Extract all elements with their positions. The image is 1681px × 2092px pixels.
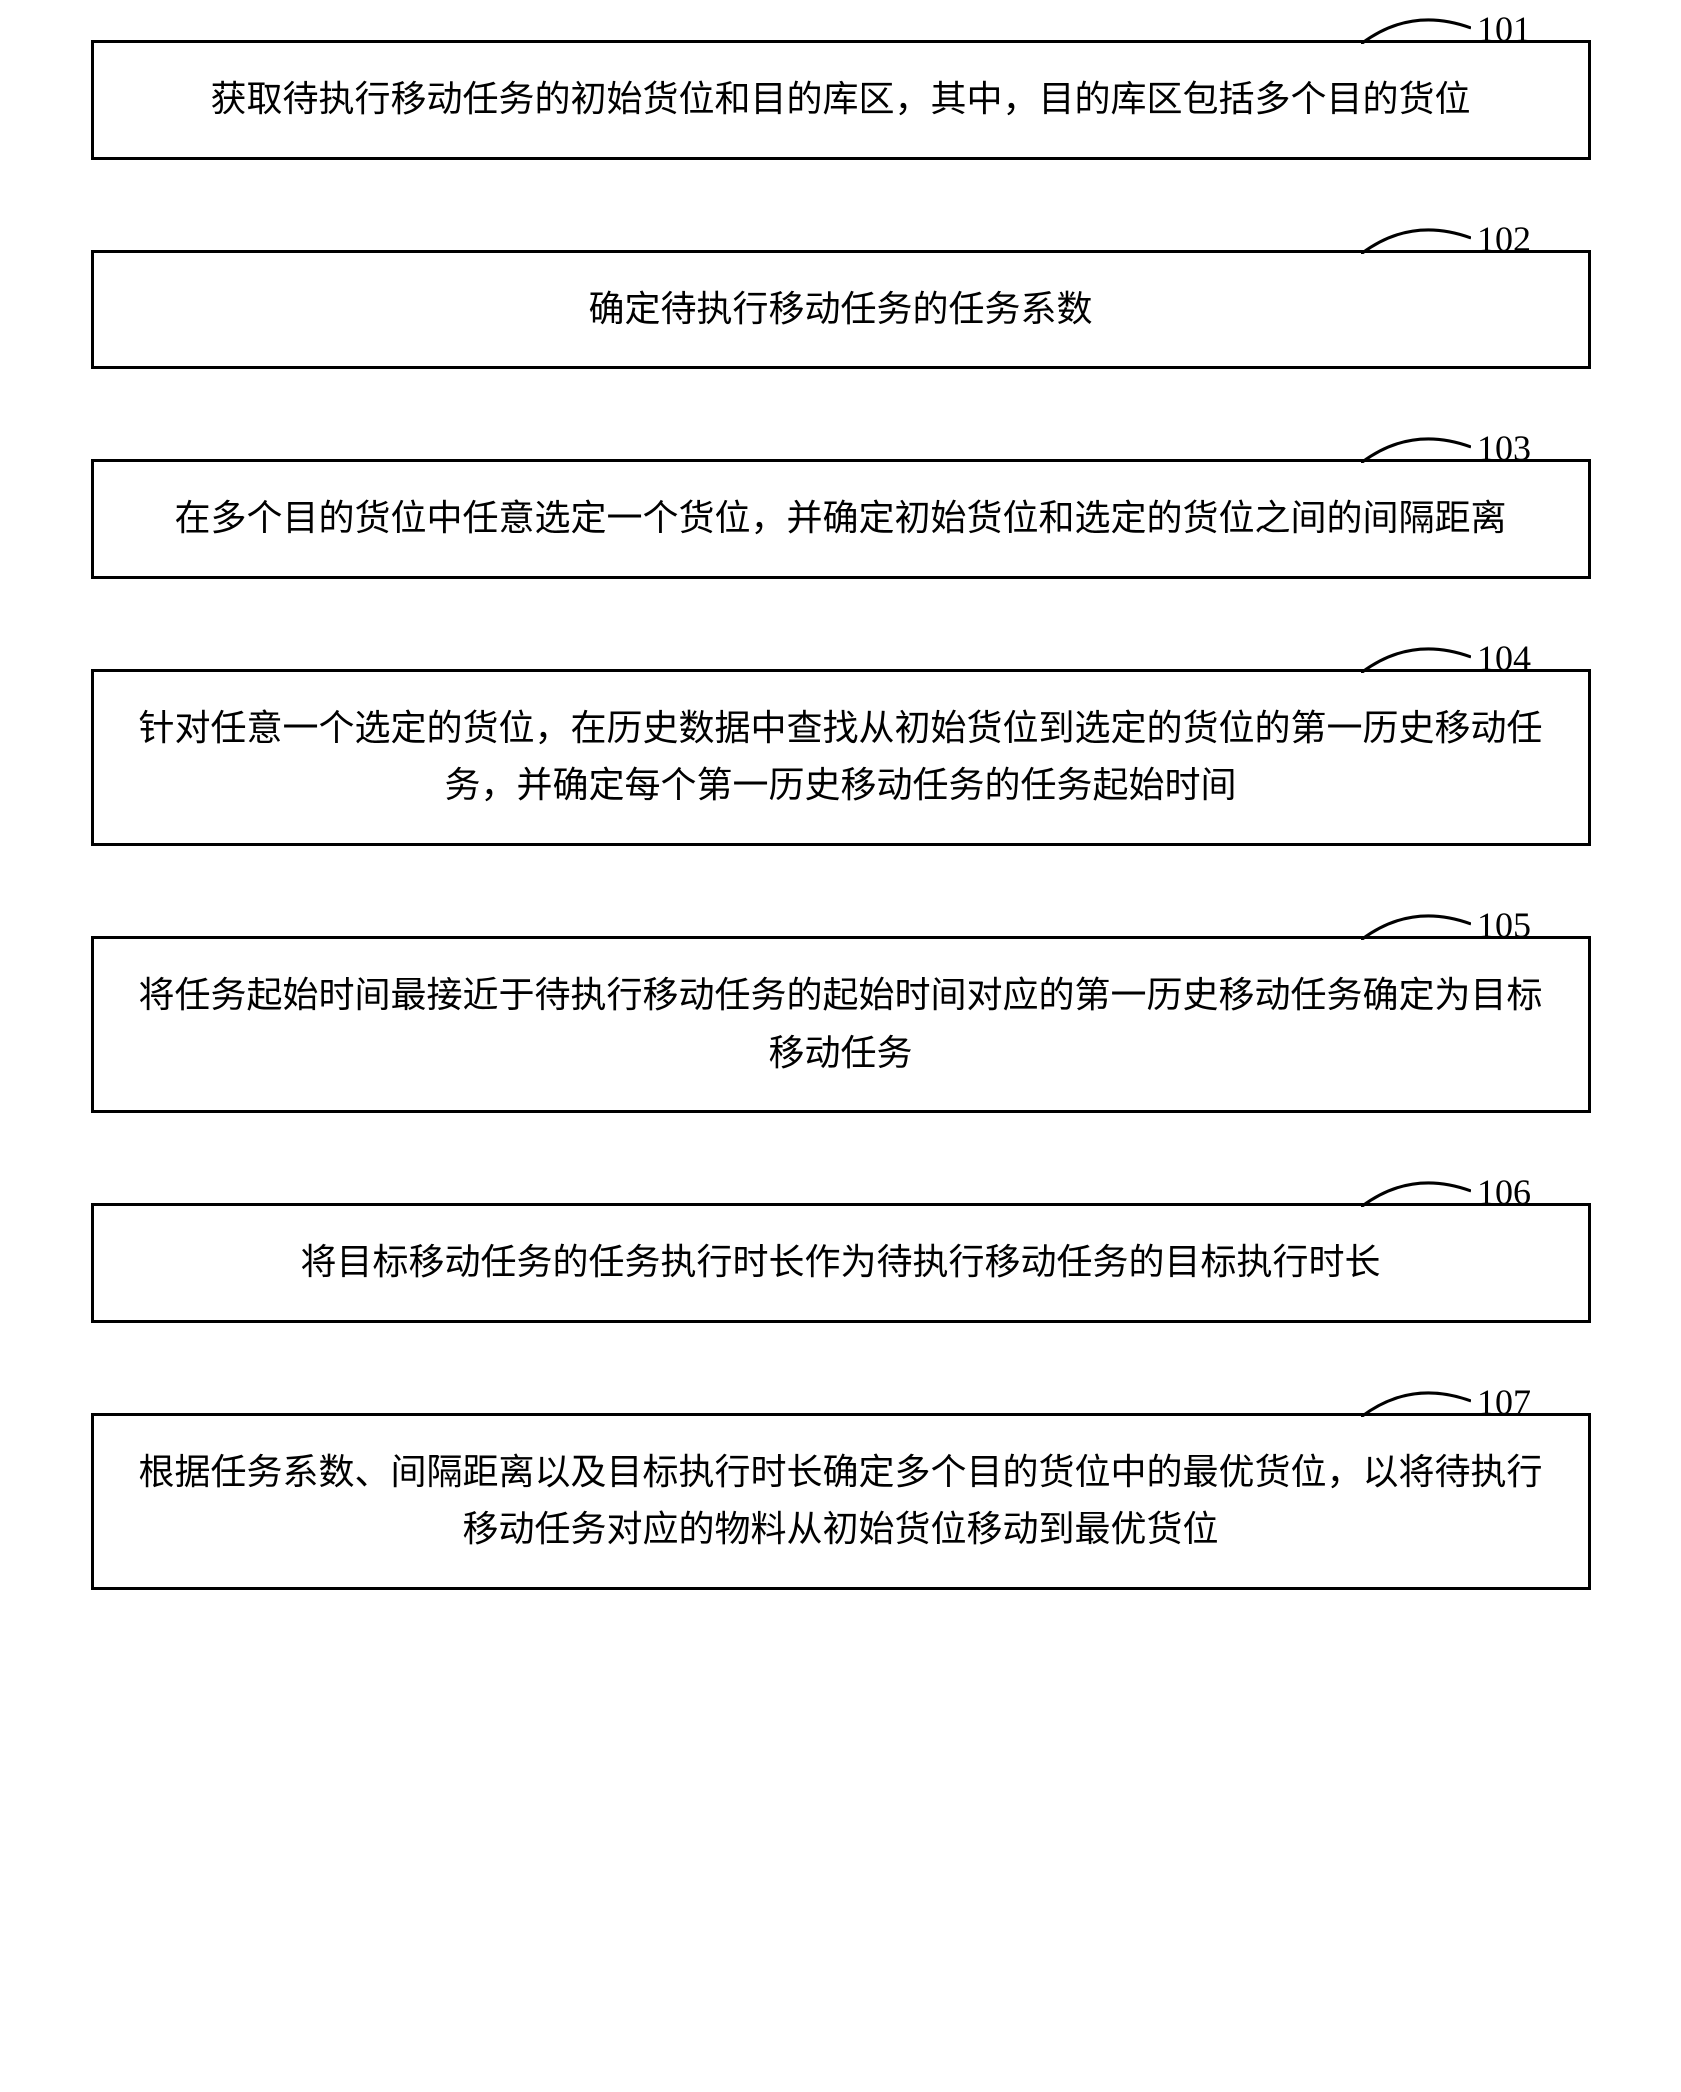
arrow-connector xyxy=(839,1323,843,1413)
step-label: 104 xyxy=(1477,637,1531,679)
step-wrapper-102: 102 确定待执行移动任务的任务系数 xyxy=(60,250,1621,370)
step-box-102: 确定待执行移动任务的任务系数 xyxy=(91,250,1591,370)
label-connector xyxy=(1361,645,1471,673)
step-text: 将目标移动任务的任务执行时长作为待执行移动任务的目标执行时长 xyxy=(300,1242,1380,1282)
step-wrapper-104: 104 针对任意一个选定的货位，在历史数据中查找从初始货位到选定的货位的第一历史… xyxy=(60,669,1621,846)
step-wrapper-101: 101 获取待执行移动任务的初始货位和目的库区，其中，目的库区包括多个目的货位 xyxy=(60,40,1621,160)
step-wrapper-103: 103 在多个目的货位中任意选定一个货位，并确定初始货位和选定的货位之间的间隔距… xyxy=(60,459,1621,579)
step-text: 针对任意一个选定的货位，在历史数据中查找从初始货位到选定的货位的第一历史移动任务… xyxy=(138,708,1542,806)
label-connector xyxy=(1361,1179,1471,1207)
step-label: 102 xyxy=(1477,218,1531,260)
flowchart-container: 101 获取待执行移动任务的初始货位和目的库区，其中，目的库区包括多个目的货位 … xyxy=(60,40,1621,1590)
step-box-101: 获取待执行移动任务的初始货位和目的库区，其中，目的库区包括多个目的货位 xyxy=(91,40,1591,160)
step-wrapper-107: 107 根据任务系数、间隔距离以及目标执行时长确定多个目的货位中的最优货位，以将… xyxy=(60,1413,1621,1590)
step-label: 101 xyxy=(1477,8,1531,50)
label-connector xyxy=(1361,912,1471,940)
step-box-104: 针对任意一个选定的货位，在历史数据中查找从初始货位到选定的货位的第一历史移动任务… xyxy=(91,669,1591,846)
step-label: 106 xyxy=(1477,1171,1531,1213)
arrow-connector xyxy=(839,160,843,250)
label-connector xyxy=(1361,435,1471,463)
label-connector xyxy=(1361,16,1471,44)
step-text: 将任务起始时间最接近于待执行移动任务的起始时间对应的第一历史移动任务确定为目标移… xyxy=(138,975,1542,1073)
step-text: 在多个目的货位中任意选定一个货位，并确定初始货位和选定的货位之间的间隔距离 xyxy=(174,498,1506,538)
step-label: 107 xyxy=(1477,1381,1531,1423)
arrow-connector xyxy=(839,1113,843,1203)
step-box-105: 将任务起始时间最接近于待执行移动任务的起始时间对应的第一历史移动任务确定为目标移… xyxy=(91,936,1591,1113)
step-text: 根据任务系数、间隔距离以及目标执行时长确定多个目的货位中的最优货位，以将待执行移… xyxy=(138,1452,1542,1550)
step-text: 确定待执行移动任务的任务系数 xyxy=(588,289,1092,329)
step-box-106: 将目标移动任务的任务执行时长作为待执行移动任务的目标执行时长 xyxy=(91,1203,1591,1323)
label-connector xyxy=(1361,226,1471,254)
step-label: 103 xyxy=(1477,427,1531,469)
arrow-connector xyxy=(839,369,843,459)
step-box-107: 根据任务系数、间隔距离以及目标执行时长确定多个目的货位中的最优货位，以将待执行移… xyxy=(91,1413,1591,1590)
step-text: 获取待执行移动任务的初始货位和目的库区，其中，目的库区包括多个目的货位 xyxy=(210,79,1470,119)
step-label: 105 xyxy=(1477,904,1531,946)
arrow-connector xyxy=(839,846,843,936)
step-box-103: 在多个目的货位中任意选定一个货位，并确定初始货位和选定的货位之间的间隔距离 xyxy=(91,459,1591,579)
step-wrapper-105: 105 将任务起始时间最接近于待执行移动任务的起始时间对应的第一历史移动任务确定… xyxy=(60,936,1621,1113)
label-connector xyxy=(1361,1389,1471,1417)
arrow-connector xyxy=(839,579,843,669)
step-wrapper-106: 106 将目标移动任务的任务执行时长作为待执行移动任务的目标执行时长 xyxy=(60,1203,1621,1323)
